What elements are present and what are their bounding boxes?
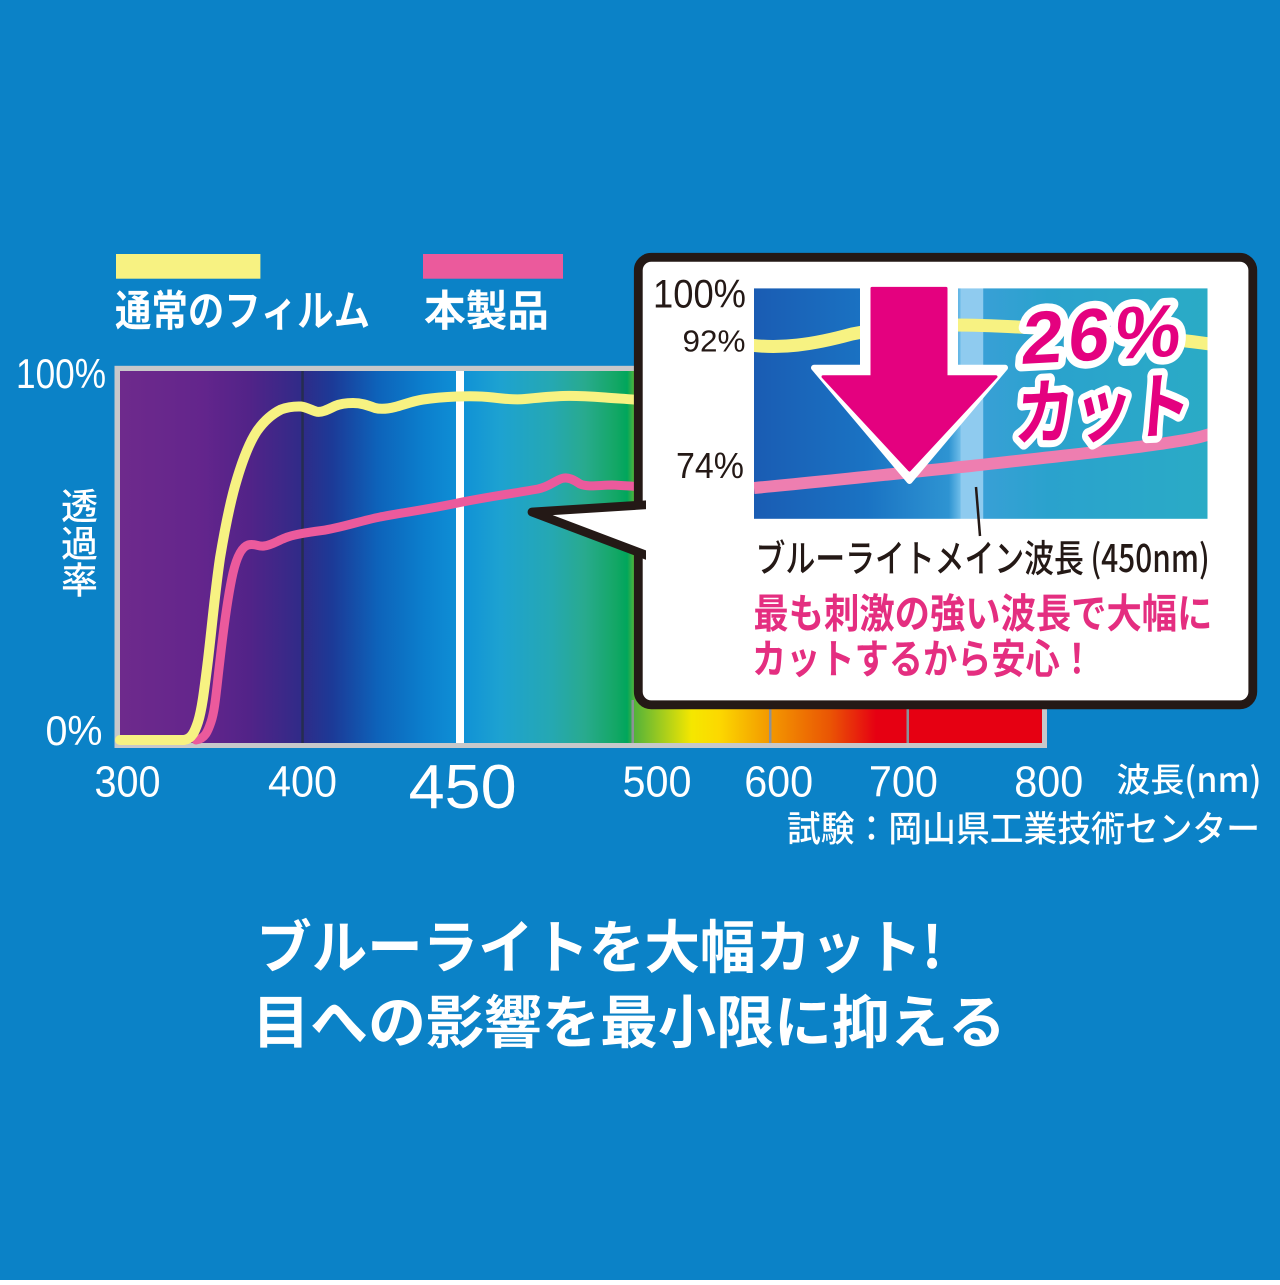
svg-text:800: 800 (1014, 758, 1083, 807)
svg-text:0%: 0% (46, 707, 103, 754)
svg-text:26%: 26% (1019, 288, 1191, 380)
svg-text:600: 600 (744, 758, 813, 807)
svg-text:700: 700 (869, 758, 938, 807)
svg-text:450: 450 (409, 753, 517, 822)
svg-text:100%: 100% (653, 273, 746, 317)
svg-text:300: 300 (95, 758, 161, 807)
svg-text:74%: 74% (676, 445, 744, 486)
svg-text:100%: 100% (16, 350, 106, 397)
svg-text:500: 500 (623, 758, 692, 807)
svg-text:92%: 92% (683, 323, 746, 358)
svg-text:400: 400 (268, 758, 337, 807)
